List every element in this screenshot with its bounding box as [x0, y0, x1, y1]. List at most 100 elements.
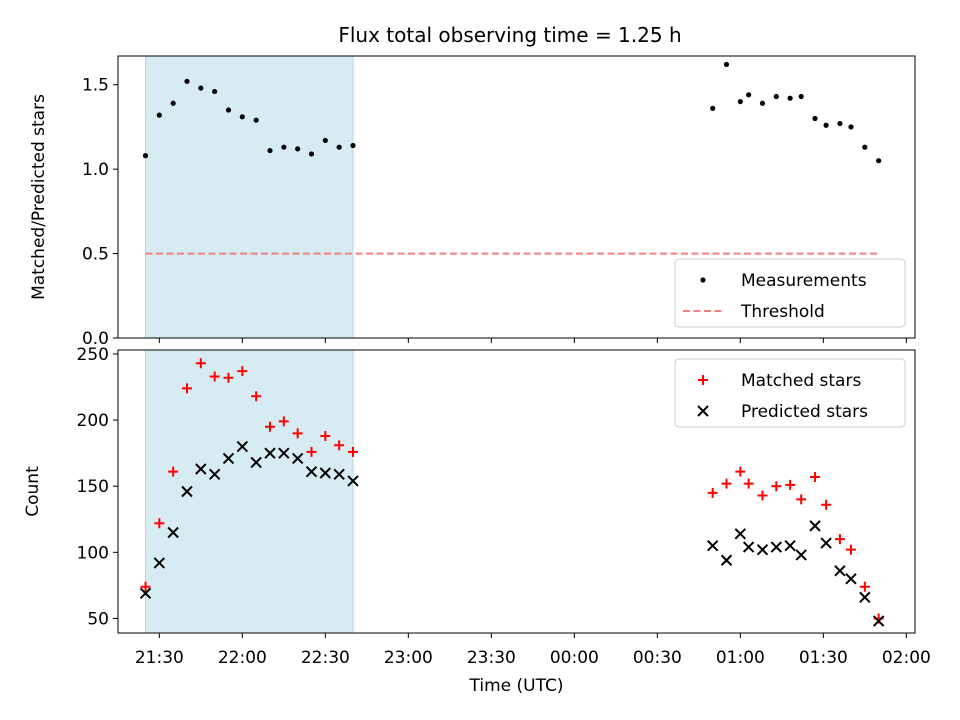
x-tick-label: 01:00	[716, 648, 765, 668]
measurement-point	[787, 95, 793, 101]
measurement-point	[737, 98, 743, 105]
x-tick-label: 22:30	[301, 648, 350, 668]
measurement-point	[212, 88, 218, 95]
predicted-star-point	[236, 440, 249, 453]
legend-box	[674, 258, 906, 328]
matched-star-point	[168, 466, 179, 477]
bottom-panel-counts: 50 100 150 200 250 21:30 22:00 22:30 23:00 23:30 0…	[23, 345, 931, 696]
matched-star-point	[707, 487, 718, 498]
predicted-star-point	[795, 549, 807, 561]
matched-star-point	[834, 534, 845, 545]
x-tick-label: 00:00	[550, 648, 599, 668]
predicted-star-point	[333, 468, 345, 481]
measurement-point	[876, 158, 882, 164]
matched-star-point	[320, 430, 331, 441]
predicted-star-point	[756, 543, 769, 556]
measurement-point	[142, 153, 149, 159]
matched-star-point	[735, 466, 746, 477]
legend-box	[674, 358, 906, 428]
measurement-point	[710, 105, 716, 111]
matched-star-point	[721, 478, 732, 489]
predicted-star-point	[195, 463, 207, 475]
observing-window-shade	[145, 349, 354, 634]
predicted-star-point	[784, 540, 796, 552]
y-tick-label: 0.5	[82, 245, 109, 265]
measurement-point	[336, 144, 342, 150]
matched-star-point	[237, 366, 248, 377]
legend-label: Predicted stars	[741, 402, 868, 422]
axes-frame	[117, 55, 916, 339]
predicted-star-point	[319, 467, 332, 479]
measurement-point	[170, 100, 176, 106]
predicted-star-point	[153, 557, 166, 569]
measurement-point	[322, 137, 328, 144]
predicted-star-point	[845, 573, 857, 585]
measurement-point	[253, 117, 259, 123]
predicted-star-point	[264, 447, 276, 459]
x-tick-label: 22:00	[218, 648, 267, 668]
measurement-point	[198, 85, 204, 91]
predicted-star-point	[706, 540, 719, 552]
x-tick-label: 23:30	[467, 648, 516, 668]
matched-star-point	[821, 499, 832, 510]
measurement-point	[184, 78, 190, 84]
matched-star-point	[785, 479, 796, 490]
legend-predicted-marker	[697, 405, 709, 417]
measurement-point	[759, 100, 766, 106]
x-tick-label: 23:00	[384, 648, 433, 668]
y-tick-label: 50	[87, 609, 109, 629]
predicted-star-point	[305, 465, 318, 478]
predicted-star-point	[250, 456, 262, 469]
matched-star-point	[278, 416, 289, 427]
predicted-star-point	[859, 591, 871, 604]
y-axis-label: Count	[23, 466, 43, 517]
matched-star-point	[292, 428, 303, 439]
x-axis-label: Time (UTC)	[469, 676, 564, 696]
legend-label: Threshold	[740, 302, 825, 322]
predicted-star-point	[742, 541, 755, 553]
measurement-point	[798, 93, 804, 100]
matched-star-point	[265, 421, 275, 432]
top-panel-ratio: 0.0 0.5 1.0 1.5 Matched/Predicted stars Measu…	[29, 55, 916, 349]
predicted-star-point	[167, 526, 179, 539]
predicted-star-point	[770, 541, 783, 553]
predicted-star-point	[291, 452, 304, 465]
matched-star-point	[757, 490, 768, 501]
measurement-point	[156, 112, 162, 118]
matched-star-point	[348, 446, 358, 457]
chart-title: Flux total observing time = 1.25 h	[338, 23, 681, 47]
matched-star-point	[810, 471, 821, 482]
matched-star-point	[251, 391, 262, 402]
legend-label: Measurements	[741, 271, 867, 291]
matched-star-point	[306, 446, 317, 457]
measurement-point	[267, 147, 273, 154]
axes-frame	[117, 349, 916, 634]
matched-star-point	[846, 544, 856, 555]
predicted-star-point	[208, 468, 221, 481]
measurement-point	[295, 146, 301, 152]
measurement-point	[812, 115, 818, 122]
measurement-point	[837, 120, 843, 127]
measurement-point	[848, 124, 854, 130]
predicted-star-point	[720, 554, 733, 566]
predicted-star-point	[222, 452, 235, 465]
measurement-point	[746, 92, 752, 98]
y-axis-label: Matched/Predicted stars	[29, 94, 49, 300]
measurement-point	[350, 142, 356, 149]
x-tick-label: 02:00	[882, 648, 931, 668]
x-tick-label: 01:30	[799, 648, 848, 668]
predicted-star-point	[872, 615, 885, 627]
measurement-point	[862, 144, 868, 150]
observing-window-shade	[145, 55, 354, 339]
measurement-point	[225, 107, 232, 113]
matched-star-point	[209, 371, 220, 382]
y-tick-label: 100	[77, 543, 109, 563]
x-tick-label: 00:30	[633, 648, 682, 668]
matched-star-point	[195, 358, 206, 369]
measurement-point	[723, 61, 730, 68]
measurement-point	[773, 93, 779, 100]
y-tick-label: 200	[77, 411, 109, 431]
matched-star-point	[182, 383, 192, 394]
matched-star-point	[154, 518, 165, 529]
